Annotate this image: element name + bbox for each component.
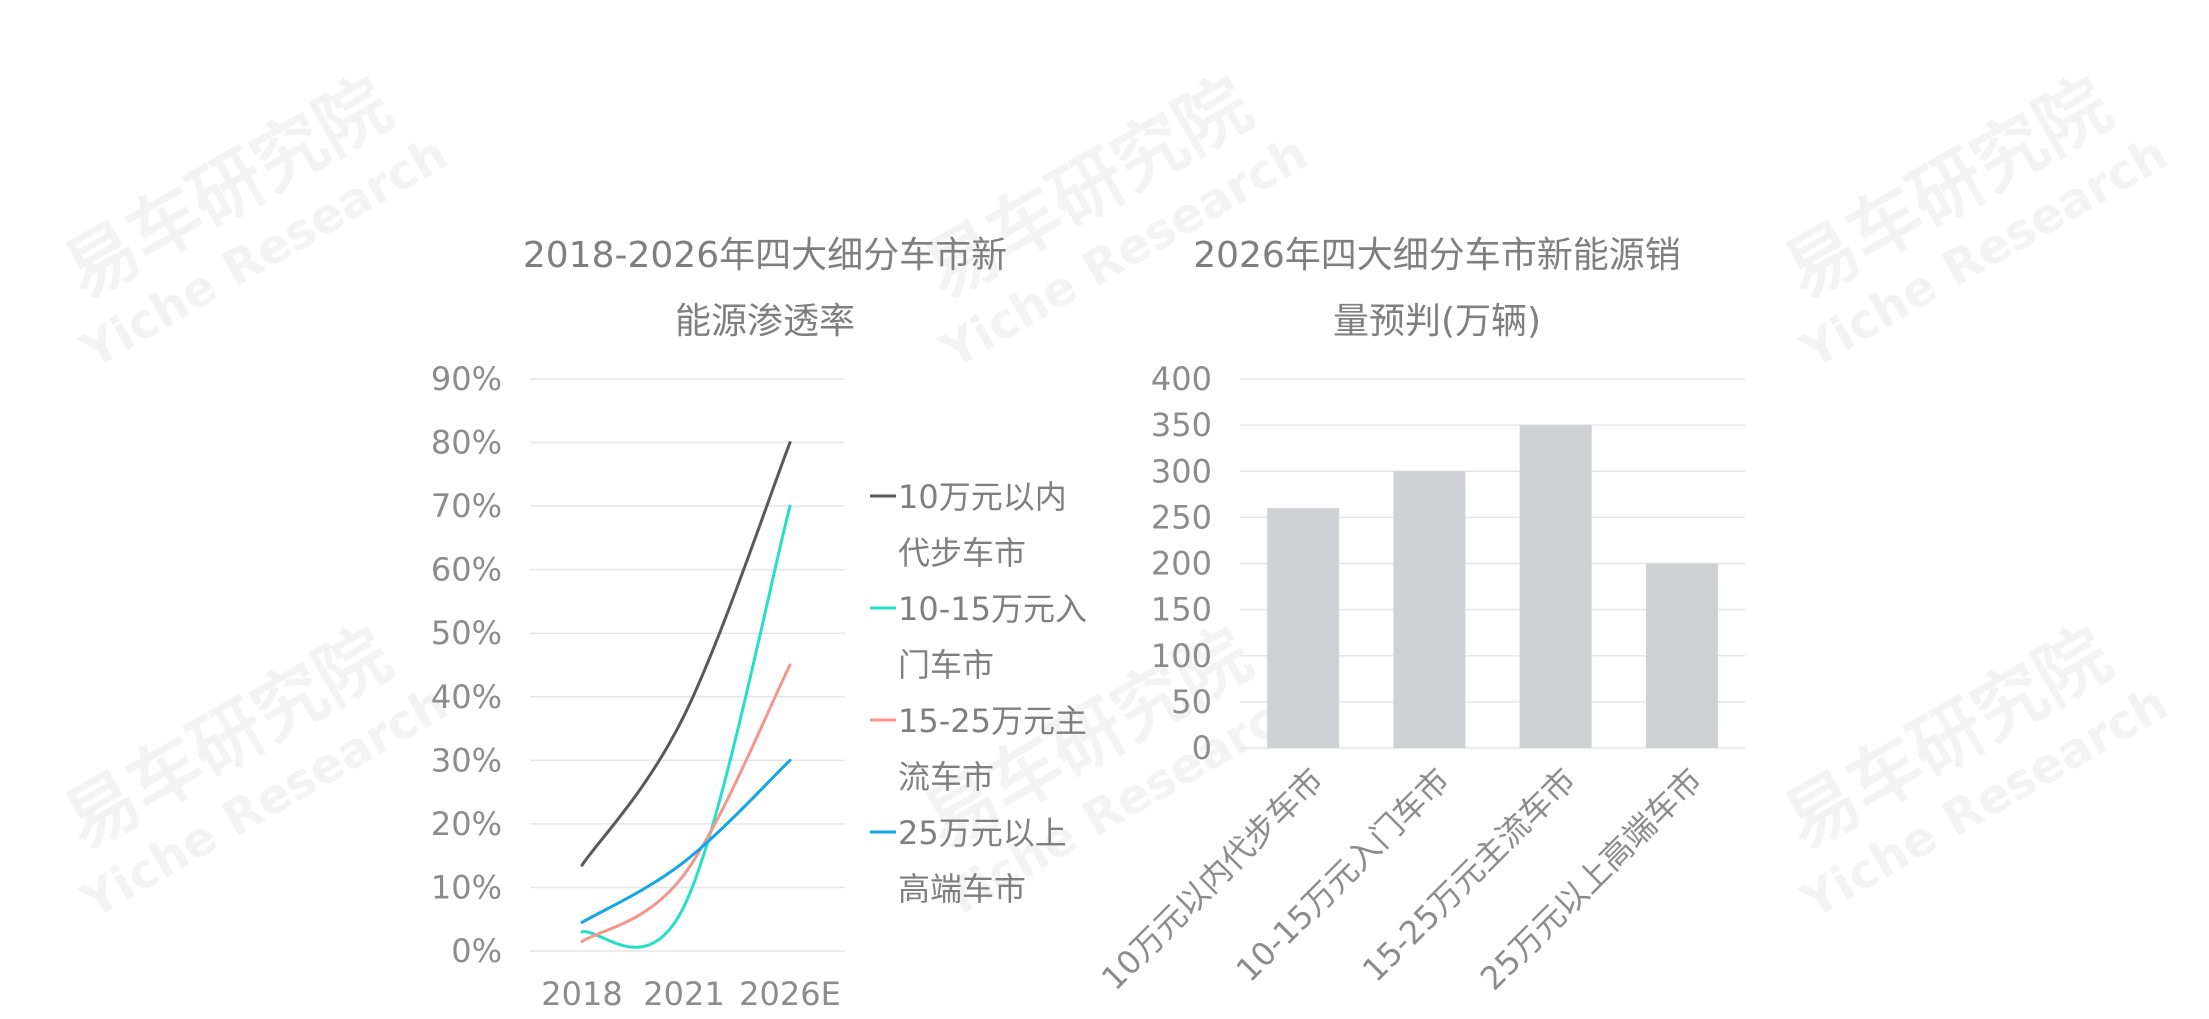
line-chart-y-tick: 20%: [431, 805, 502, 843]
line-chart-point: [682, 860, 686, 864]
line-chart-y-tick: 50%: [431, 614, 502, 652]
bar-chart-y-tick: 100: [1151, 637, 1212, 675]
line-chart-point: [580, 930, 584, 934]
bar-chart-y-tick: 250: [1151, 498, 1212, 536]
bar-chart-y-tick: 200: [1151, 545, 1212, 583]
bar-chart-title-line-1: 2026年四大细分车市新能源销: [1193, 235, 1681, 276]
legend-label: 门车市: [898, 646, 994, 684]
bar-chart-y-tick: 50: [1171, 683, 1212, 721]
line-chart-x-tick: 2026E: [739, 975, 841, 1013]
line-chart-y-tick: 30%: [431, 741, 502, 779]
bar-chart-y-tick: 400: [1151, 360, 1212, 398]
line-chart-point: [580, 939, 584, 943]
bar-chart-y-tick: 150: [1151, 591, 1212, 629]
bar-chart-y-tick: 300: [1151, 452, 1212, 490]
bar-chart-y-tick: 0: [1192, 729, 1212, 767]
line-chart-title-line-2: 能源渗透率: [675, 301, 855, 342]
line-chart-y-tick: 60%: [431, 551, 502, 589]
line-chart-gridlines: [530, 378, 845, 952]
line-chart-x-axis: 2018 2021 2026E: [541, 975, 841, 1013]
line-chart-legend: 10万元以内代步车市 10-15万元入门车市 15-25万元主流车市 25万元以上高端…: [870, 478, 1087, 908]
bar-chart-y-axis: 0 50 100 150 200 250 300 350 400: [1151, 360, 1212, 767]
line-chart-point: [682, 905, 686, 909]
line-chart-point: [788, 663, 792, 667]
legend-label: 高端车市: [898, 870, 1026, 908]
bar-chart-x-tick: 25万元以上高端车市: [1473, 761, 1710, 998]
bar-chart-title-line-2: 量预判(万辆): [1333, 301, 1541, 342]
line-chart-point: [580, 863, 584, 867]
line-chart-point: [682, 714, 686, 718]
line-chart-y-tick: 80%: [431, 424, 502, 462]
line-chart-y-tick: 10%: [431, 868, 502, 906]
bar-chart-y-tick: 350: [1151, 406, 1212, 444]
bar: [1645, 563, 1718, 748]
bar: [1267, 508, 1340, 748]
bar-chart-x-tick: 15-25万元主流车市: [1355, 761, 1583, 989]
line-chart-series-line: [581, 505, 792, 949]
bar-chart-bars: [1267, 425, 1718, 748]
bar: [1393, 471, 1466, 748]
line-chart-y-tick: 70%: [431, 487, 502, 525]
line-chart-y-tick: 90%: [431, 360, 502, 398]
legend-label: 10-15万元入: [898, 590, 1087, 628]
line-chart-y-tick: 0%: [451, 932, 502, 970]
line-chart-y-tick: 40%: [431, 678, 502, 716]
line-chart-point: [682, 873, 686, 877]
line-chart-point: [788, 441, 792, 445]
bar-chart-x-tick: 10-15万元入门车市: [1229, 761, 1457, 989]
line-chart-point: [788, 504, 792, 508]
legend-label: 25万元以上: [898, 814, 1067, 852]
legend-label: 代步车市: [898, 534, 1026, 572]
bar: [1519, 425, 1592, 748]
line-chart-series: [580, 441, 792, 949]
legend-label: 10万元以内: [898, 478, 1067, 516]
line-chart-series-line: [581, 759, 792, 924]
legend-label: 流车市: [898, 758, 994, 796]
line-chart-title-line-1: 2018-2026年四大细分车市新: [523, 235, 1007, 276]
bar-chart: 2026年四大细分车市新能源销 量预判(万辆) 0 50 100 150 200 250 3…: [1094, 235, 1745, 997]
line-chart-y-axis: 0% 10% 20% 30% 40% 50% 60% 70% 80% 90%: [431, 360, 502, 970]
line-chart-series-line: [581, 664, 792, 943]
line-chart-series-line: [580, 442, 792, 867]
line-chart-x-tick: 2021: [643, 975, 724, 1013]
legend-label: 15-25万元主: [898, 702, 1087, 740]
line-chart-x-tick: 2018: [541, 975, 622, 1013]
line-chart: 2018-2026年四大细分车市新 能源渗透率 0% 10% 20% 30% 40% 50…: [431, 235, 1087, 1013]
line-chart-point: [788, 758, 792, 762]
line-chart-point: [580, 920, 584, 924]
